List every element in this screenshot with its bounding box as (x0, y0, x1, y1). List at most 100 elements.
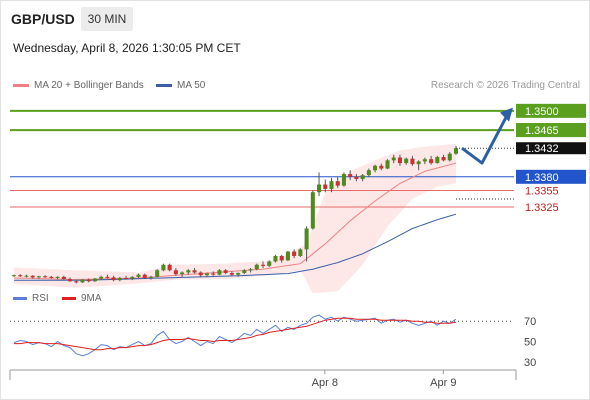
candle-body (304, 228, 309, 250)
candle-body (136, 274, 141, 277)
candle-body (254, 264, 259, 270)
candle-body (410, 158, 415, 165)
level-label-1.3500: 1.3500 (525, 106, 559, 118)
candle-body (198, 272, 203, 276)
candle-body (11, 275, 17, 277)
candle-body (117, 277, 122, 281)
candle-body (435, 157, 440, 164)
candle-body (186, 270, 191, 273)
ma20-line (13, 162, 457, 281)
candle-body (416, 161, 421, 165)
datetime-label: Wednesday, April 8, 2026 1:30:05 PM CET (13, 41, 241, 55)
candle-body (80, 279, 85, 283)
candle-body (18, 275, 23, 277)
candle-body (323, 184, 328, 189)
current-price-label: 1.3432 (525, 143, 559, 155)
candle-body (49, 276, 54, 278)
rsi-swatch (13, 296, 27, 300)
legend-ma50: MA 50 (156, 80, 205, 91)
candle-body (236, 273, 241, 275)
level-tag-1.3500 (516, 103, 586, 118)
candle-body (348, 174, 353, 177)
candle-body (397, 157, 402, 164)
candle-body (204, 273, 210, 276)
rsi-series-9ma (14, 317, 457, 351)
candle-body (105, 276, 110, 278)
candle-body (317, 184, 322, 193)
candle-body (30, 275, 35, 278)
candle-body (192, 270, 197, 273)
candle-body (99, 276, 104, 279)
candle-body (298, 249, 303, 256)
legend-rsi: RSI (13, 293, 49, 304)
level-tag-1.3380 (516, 169, 586, 184)
candle-body (422, 159, 427, 162)
candle-body (180, 272, 185, 275)
candle-body (273, 255, 278, 262)
timeframe-badge[interactable]: 30 MIN (81, 7, 133, 31)
ma9-swatch (62, 296, 76, 300)
candle-body (55, 276, 60, 278)
candle-body (292, 251, 297, 256)
candle-body (124, 277, 129, 279)
candle-body (217, 270, 222, 275)
candle-body (36, 276, 41, 278)
candle-body (267, 261, 272, 266)
candle-body (229, 273, 234, 275)
x-tick-label: Apr 9 (430, 377, 456, 389)
candle-body (360, 175, 365, 180)
candle-body (279, 255, 284, 261)
candle-body (373, 165, 378, 171)
rsi-tick-50: 50 (524, 337, 536, 349)
level-label-1.3355: 1.3355 (525, 186, 559, 198)
x-tick-label: Apr 8 (312, 377, 338, 389)
candle-body (24, 275, 29, 277)
current-price-tag (516, 142, 586, 155)
candle-body (341, 174, 346, 186)
candle-body (68, 279, 73, 282)
candle-body (111, 277, 116, 281)
candle-body (211, 273, 216, 275)
legend-9ma: 9MA (62, 293, 102, 304)
candle-body (92, 278, 97, 282)
level-label-1.3380: 1.3380 (525, 172, 559, 184)
rsi-series-rsi (13, 314, 457, 357)
candle-body (335, 181, 340, 186)
candle-body (329, 181, 334, 189)
legend-rsi-label: RSI (32, 293, 49, 304)
candle-body (148, 276, 153, 278)
level-label-overlay-1.3465: 1.3465 (525, 125, 559, 137)
candle-body (310, 192, 315, 229)
candle-body (86, 279, 91, 282)
legend-ma20-label: MA 20 + Bollinger Bands (34, 80, 144, 91)
candle-body (173, 270, 178, 275)
candle-body (61, 276, 66, 280)
legend-9ma-label: 9MA (81, 293, 102, 304)
legend-ma20: MA 20 + Bollinger Bands (13, 80, 144, 91)
ma20-swatch (13, 83, 29, 87)
candle-body (260, 264, 266, 266)
forecast-arrow-line (461, 112, 510, 165)
level-label-1.3325: 1.3325 (525, 202, 559, 214)
candle-body (447, 153, 452, 161)
candle-body (366, 170, 371, 176)
forecast-arrow-head (500, 107, 513, 122)
candle-body (248, 269, 253, 271)
level-tag-overlay-1.3465 (516, 123, 586, 137)
candle-body (453, 148, 459, 154)
candle-body (404, 158, 409, 164)
candle-body (391, 157, 396, 161)
candle-body (74, 281, 79, 283)
candle-body (167, 264, 172, 271)
candle-body (379, 165, 384, 169)
legend-ma50-label: MA 50 (177, 80, 206, 91)
rsi-tick-70: 70 (524, 316, 536, 328)
candle-body (43, 276, 48, 278)
candle-body (223, 270, 228, 274)
credit-text: Research © 2026 Trading Central (430, 80, 580, 91)
pair-title: GBP/USD (11, 11, 75, 27)
rsi-tick-30: 30 (524, 357, 536, 369)
ma50-swatch (156, 83, 172, 87)
candle-body (242, 270, 247, 274)
candle-body (385, 160, 390, 169)
